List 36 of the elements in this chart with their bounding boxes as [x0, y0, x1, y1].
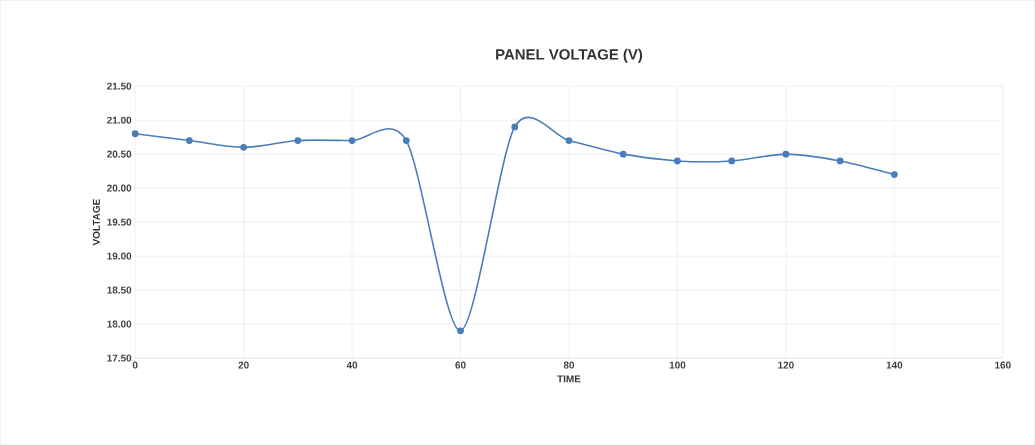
point [294, 137, 302, 144]
point [511, 123, 519, 131]
y-tick-label: 18.00 [107, 320, 132, 328]
x-tick-label: 80 [563, 361, 575, 369]
point [674, 157, 681, 165]
x-tick-label: 140 [886, 361, 903, 369]
y-tick-label: 18.50 [107, 286, 132, 294]
x-axis-title: TIME [557, 375, 581, 383]
point [619, 150, 627, 158]
point [728, 157, 736, 165]
y-tick-label: 19.50 [107, 218, 132, 226]
y-tick-label: 20.00 [107, 184, 132, 192]
x-tick-label: 40 [346, 361, 358, 369]
y-tick-label: 21.00 [107, 116, 132, 124]
point [836, 157, 844, 165]
y-tick-label: 21.50 [107, 82, 132, 90]
y-axis-title: VOLTAGE [92, 199, 100, 246]
y-tick-label: 17.50 [107, 354, 132, 362]
point [402, 137, 410, 144]
point [782, 150, 790, 158]
point [240, 143, 247, 151]
chart-title: PANEL VOLTAGE (V) [496, 48, 643, 63]
x-tick-label: 20 [238, 361, 249, 369]
x-tick-label: 60 [455, 361, 466, 369]
y-tick-label: 19.00 [107, 252, 132, 260]
y-tick-label: 20.50 [107, 150, 132, 158]
x-tick-label: 120 [778, 361, 794, 369]
x-tick-label: 0 [132, 361, 138, 369]
point [131, 130, 139, 138]
point [565, 137, 573, 144]
point [890, 171, 898, 178]
point [348, 137, 356, 144]
point [185, 137, 193, 144]
x-tick-label: 100 [669, 361, 686, 369]
x-tick-label: 160 [995, 361, 1011, 369]
point [457, 327, 464, 335]
